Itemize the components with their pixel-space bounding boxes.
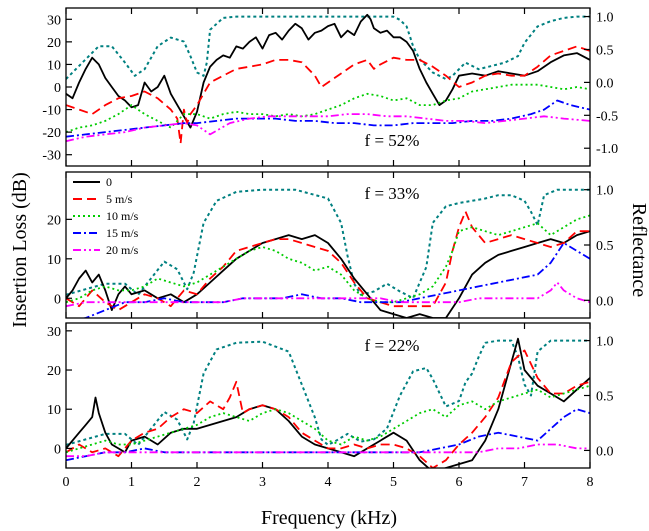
right-y-tick-label: -1.0 — [596, 142, 618, 157]
series-line-0 — [66, 230, 590, 318]
x-tick-label: 4 — [325, 475, 332, 490]
series-line-10-m-s — [66, 384, 590, 454]
plot-frame — [65, 171, 591, 319]
legend-entry: 5 m/s — [106, 192, 133, 206]
series-line-10-m-s — [66, 214, 590, 304]
series-group — [66, 337, 590, 468]
y-tick-label: -20 — [42, 126, 61, 141]
series-line-5-m-s — [66, 210, 590, 312]
series-line-5-m-s — [66, 45, 590, 145]
y-axis-label-right: Reflectance — [628, 203, 649, 297]
right-y-tick-label: 1.0 — [596, 11, 614, 26]
legend-entry: 0 — [106, 175, 112, 189]
y-tick-label: 30 — [47, 13, 61, 28]
plot-frame — [65, 322, 591, 469]
plot-frame — [65, 7, 591, 167]
y-axis-label-left: Insertion Loss (dB) — [9, 172, 31, 328]
y-tick-label: 10 — [47, 58, 61, 73]
x-tick-label: 1 — [128, 475, 135, 490]
x-tick-label: 8 — [587, 475, 594, 490]
y-tick-label: 0 — [54, 81, 61, 96]
y-tick-label: 10 — [47, 253, 61, 268]
series-line-reflectance — [66, 339, 590, 446]
x-tick-label: 0 — [63, 475, 70, 490]
series-line-15-m-s — [66, 408, 590, 462]
legend-entry: 20 m/s — [106, 243, 139, 257]
right-y-tick-label: 0.0 — [596, 444, 614, 459]
x-tick-label: 2 — [194, 475, 201, 490]
right-y-tick-label: 0.0 — [596, 294, 614, 309]
right-y-tick-label: 1.0 — [596, 335, 614, 350]
series-line-5-m-s — [66, 349, 590, 468]
x-tick-label: 7 — [521, 475, 528, 490]
series-line-20-m-s — [66, 443, 590, 458]
right-y-tick-label: 0.5 — [596, 239, 614, 254]
series-group — [66, 13, 590, 145]
y-tick-label: -30 — [42, 149, 61, 164]
x-tick-label: 5 — [390, 475, 397, 490]
legend-entry: 10 m/s — [106, 209, 139, 223]
right-y-tick-label: 0.5 — [596, 43, 614, 58]
right-y-tick-label: 0.5 — [596, 390, 614, 405]
panel-middle: 0 10 20 0.0 0.5 1.0 f = 33% 0 5 m/s 10 m/s 15 m/s 2… — [47, 171, 614, 319]
y-tick-label: 10 — [47, 403, 61, 418]
legend: 0 5 m/s 10 m/s 15 m/s 20 m/s — [73, 175, 139, 257]
series-line-20-m-s — [66, 281, 590, 308]
series-line-15-m-s — [66, 99, 590, 138]
right-y-tick-label: 1.0 — [596, 184, 614, 199]
series-line-reflectance — [66, 15, 590, 81]
y-tick-label: 20 — [47, 213, 61, 228]
x-tick-label: 6 — [456, 475, 463, 490]
y-tick-label: 20 — [47, 364, 61, 379]
series-group — [66, 188, 590, 318]
panel-annotation: f = 33% — [365, 184, 420, 203]
y-tick-label: -10 — [42, 104, 61, 119]
y-tick-label: 0 — [54, 292, 61, 307]
x-tick-label: 3 — [259, 475, 266, 490]
right-y-tick-label: -0.5 — [596, 109, 618, 124]
legend-entry: 15 m/s — [106, 226, 139, 240]
series-line-15-m-s — [81, 242, 590, 318]
panel-top: -30 -20 -10 0 10 20 30 -1.0 -0.5 0.0 0.5 1.0 f = 52% — [42, 7, 618, 167]
panel-annotation: f = 52% — [365, 131, 420, 150]
panel-bottom: 0 10 20 30 0.0 0.5 1.0 0 1 2 3 4 5 6 7 8 f = 22% — [47, 322, 614, 490]
y-tick-label: 30 — [47, 325, 61, 340]
right-y-tick-label: 0.0 — [596, 76, 614, 91]
panel-annotation: f = 22% — [365, 336, 420, 355]
series-line-10-m-s — [66, 83, 590, 133]
x-axis-label: Frequency (kHz) — [261, 507, 397, 529]
y-tick-label: 0 — [54, 442, 61, 457]
series-line-0 — [66, 13, 590, 129]
series-line-20-m-s — [66, 113, 590, 143]
y-tick-label: 20 — [47, 36, 61, 51]
series-line-reflectance — [66, 188, 590, 300]
